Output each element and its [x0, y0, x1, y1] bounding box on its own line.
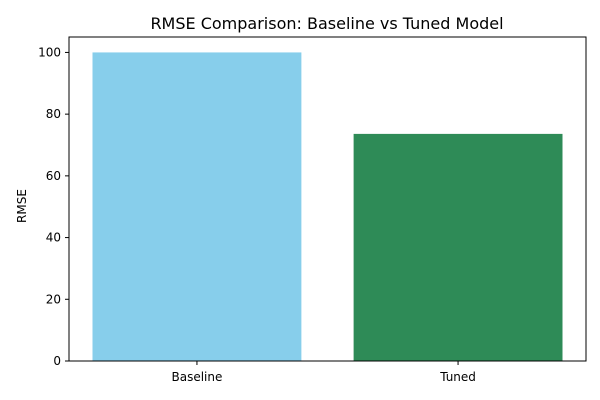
chart-title: RMSE Comparison: Baseline vs Tuned Model	[150, 14, 503, 33]
y-tick-label: 80	[46, 107, 61, 121]
y-axis-label: RMSE	[15, 189, 29, 223]
y-tick-label: 100	[38, 45, 61, 59]
bars-group	[92, 52, 563, 362]
plot-frame	[68, 36, 587, 362]
y-tick-label: 60	[46, 169, 61, 183]
y-tick-label: 40	[46, 231, 61, 245]
bar-baseline	[92, 52, 302, 362]
x-axis-ticks: Baseline Tuned	[171, 361, 476, 384]
y-tick-label: 20	[46, 292, 61, 306]
bar-tuned	[353, 133, 563, 361]
x-tick-label: Baseline	[171, 370, 222, 384]
x-tick-label: Tuned	[439, 370, 476, 384]
y-axis-ticks: 0 20 40 60 80 100	[38, 45, 69, 368]
y-tick-label: 0	[53, 354, 61, 368]
